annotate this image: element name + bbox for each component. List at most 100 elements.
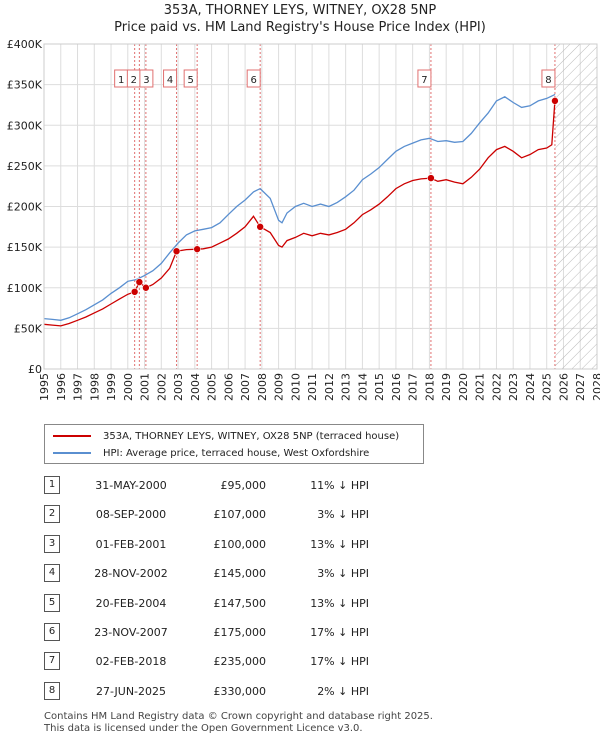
sale-label-box (183, 69, 198, 88)
transaction-date: 01-FEB-2001 (95, 537, 167, 551)
x-tick-label: 2003 (172, 373, 185, 401)
transaction-price: £330,000 (213, 684, 267, 698)
x-tick-label: 1997 (72, 373, 85, 401)
sale-label-number: 2 (131, 75, 137, 86)
x-tick-label: 1996 (55, 373, 68, 401)
sale-label-number: 3 (143, 75, 149, 86)
x-tick-label: 2025 (541, 373, 554, 401)
transaction-hpi-diff: 13% ↓ HPI (310, 537, 369, 551)
transaction-date: 27-JUN-2025 (95, 684, 167, 698)
x-tick-label: 2015 (373, 373, 386, 401)
transaction-date: 23-NOV-2007 (94, 626, 168, 639)
transaction-hpi-diff: 17% ↓ HPI (310, 655, 369, 669)
legend-swatch-hpi (53, 452, 91, 454)
x-tick-label: 2022 (490, 373, 503, 401)
x-tick-label: 2012 (323, 373, 336, 401)
sale-label-number: 7 (421, 75, 427, 86)
x-tick-label: 2018 (423, 373, 436, 401)
sale-label-box (246, 69, 261, 88)
transaction-price: £145,000 (213, 567, 267, 581)
x-tick-label: 2006 (222, 373, 235, 401)
x-tick-label: 2021 (474, 373, 487, 401)
transaction-hpi-diff: 17% ↓ HPI (310, 626, 369, 639)
transaction-number: 2 (44, 505, 60, 524)
transaction-hpi-diff: 11% ↓ HPI (310, 479, 369, 492)
x-tick-label: 2027 (574, 373, 587, 401)
footer-copyright: Contains HM Land Registry data © Crown c… (44, 711, 433, 722)
y-tick-label: £50K (14, 322, 43, 335)
transaction-row: 6 23-NOV-2007 £175,000 17% ↓ HPI (44, 623, 444, 643)
transaction-row: 1 31-MAY-2000 £95,000 11% ↓ HPI (44, 476, 444, 496)
sale-label-box (139, 69, 154, 88)
transaction-date: 02-FEB-2018 (95, 655, 167, 669)
x-tick-label: 2009 (273, 373, 286, 401)
legend-label-price: 353A, THORNEY LEYS, WITNEY, OX28 5NP (te… (103, 430, 400, 442)
transaction-date: 31-MAY-2000 (95, 479, 167, 492)
sale-label-number: 6 (250, 75, 256, 86)
y-tick-label: £200K (7, 201, 43, 214)
x-tick-label: 2005 (206, 373, 219, 401)
transaction-price: £95,000 (220, 479, 267, 492)
transaction-row: 4 28-NOV-2002 £145,000 3% ↓ HPI (44, 564, 444, 584)
chart-subtitle: Price paid vs. HM Land Registry's House … (114, 20, 486, 35)
x-tick-label: 2028 (591, 373, 600, 401)
y-tick-label: £0 (28, 363, 42, 376)
transaction-price: £147,500 (213, 596, 267, 610)
x-tick-label: 2017 (407, 373, 420, 401)
transaction-number: 1 (44, 476, 60, 494)
sale-label-number: 4 (167, 75, 173, 86)
x-tick-label: 1999 (105, 373, 118, 401)
transaction-hpi-diff: 3% ↓ HPI (317, 508, 369, 522)
transaction-price: £107,000 (213, 508, 267, 522)
x-tick-label: 2014 (356, 373, 369, 401)
x-tick-label: 2008 (256, 373, 269, 401)
transaction-row: 5 20-FEB-2004 £147,500 13% ↓ HPI (44, 593, 444, 614)
future-hatch-region (555, 44, 597, 369)
x-tick-label: 1995 (38, 373, 51, 401)
transaction-number: 5 (44, 593, 60, 612)
hpi-series-line (44, 93, 556, 321)
y-tick-label: £350K (7, 79, 43, 92)
sale-point (551, 97, 559, 105)
transaction-hpi-diff: 13% ↓ HPI (310, 596, 369, 610)
legend-swatch-price (53, 435, 91, 437)
price-chart: 1 2 3 4 5 6 7 8 £0 £50K £100K £150K £200K £250K £300K £… (7, 38, 600, 401)
sale-label-box (417, 69, 432, 88)
x-tick-label: 2019 (440, 373, 453, 401)
sale-point (427, 174, 435, 182)
sale-point (142, 283, 150, 292)
sale-label-box (541, 69, 556, 88)
transaction-number: 7 (44, 652, 60, 671)
transaction-number: 3 (44, 534, 60, 553)
y-tick-label: £250K (7, 160, 43, 173)
x-tick-label: 2023 (507, 373, 520, 401)
x-tick-label: 2001 (139, 373, 152, 401)
transaction-number: 8 (44, 681, 60, 700)
legend-item-price: 353A, THORNEY LEYS, WITNEY, OX28 5NP (te… (53, 428, 399, 444)
transaction-hpi-diff: 3% ↓ HPI (317, 567, 369, 581)
transaction-price: £100,000 (213, 537, 267, 551)
sale-label-number: 5 (187, 75, 193, 86)
footer-licence: This data is licensed under the Open Gov… (44, 723, 363, 734)
chart-legend: 353A, THORNEY LEYS, WITNEY, OX28 5NP (te… (44, 424, 424, 464)
x-tick-label: 2000 (122, 373, 135, 401)
y-tick-label: £150K (7, 241, 43, 254)
transaction-date: 28-NOV-2002 (94, 567, 168, 581)
transaction-date: 20-FEB-2004 (95, 596, 167, 610)
x-tick-label: 2013 (340, 373, 353, 401)
y-tick-label: £400K (7, 38, 43, 51)
chart-title: 353A, THORNEY LEYS, WITNEY, OX28 5NP (163, 3, 437, 18)
transaction-row: 8 27-JUN-2025 £330,000 2% ↓ HPI (44, 681, 444, 702)
sale-point (135, 278, 144, 286)
x-tick-label: 2024 (524, 373, 537, 401)
y-tick-label: £300K (7, 119, 43, 132)
transaction-row: 3 01-FEB-2001 £100,000 13% ↓ HPI (44, 534, 444, 555)
transaction-row: 7 02-FEB-2018 £235,000 17% ↓ HPI (44, 652, 444, 672)
x-tick-label: 2016 (390, 373, 403, 401)
sale-point (172, 247, 181, 255)
transaction-date: 08-SEP-2000 (95, 508, 167, 522)
legend-label-hpi: HPI: Average price, terraced house, West… (103, 447, 370, 459)
sale-point (193, 245, 201, 253)
legend-item-hpi: HPI: Average price, terraced house, West… (53, 445, 369, 461)
sale-point (130, 288, 139, 296)
